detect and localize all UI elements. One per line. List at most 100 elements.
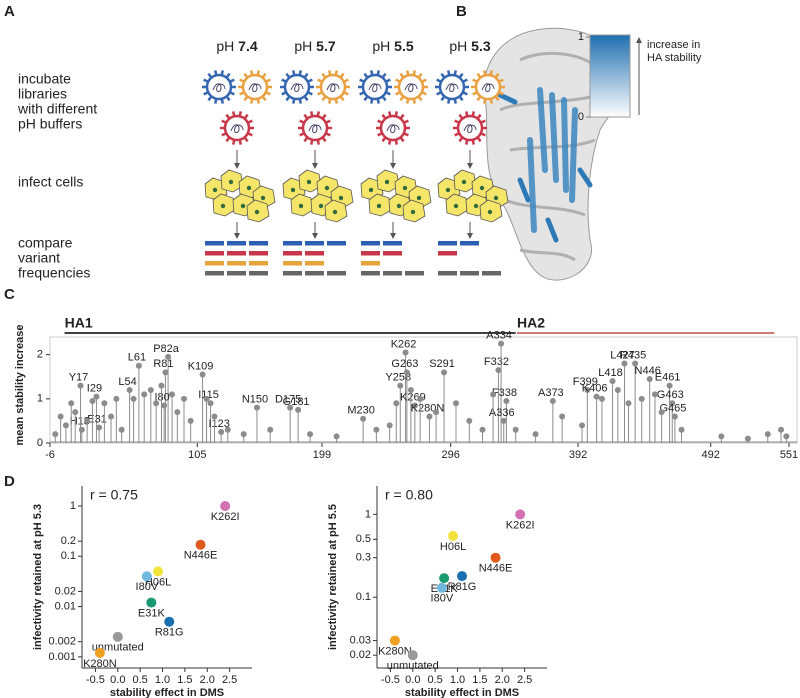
x-tick-label: -6	[45, 449, 55, 461]
y-tick-label: 0.03	[350, 634, 371, 646]
point	[62, 422, 69, 429]
cell-nucleus	[479, 185, 485, 191]
point	[130, 395, 137, 402]
cell-nucleus	[487, 209, 493, 215]
x-tick-label: 2.0	[495, 674, 510, 686]
point	[89, 398, 96, 405]
y-tick-label: 0.3	[356, 552, 371, 564]
point	[267, 426, 274, 433]
point-label: K280N	[411, 402, 445, 414]
point	[490, 552, 501, 563]
point	[433, 409, 440, 416]
point-label: L418	[598, 367, 622, 379]
frequency-bar	[327, 271, 346, 276]
point-label: L427	[610, 349, 634, 361]
point	[503, 398, 510, 405]
panel-label: D	[4, 473, 15, 490]
cell-nucleus	[332, 209, 338, 215]
point-label: L61	[128, 352, 146, 364]
virus-body	[379, 114, 407, 142]
virus-genome	[212, 83, 226, 93]
frequency-bar	[383, 251, 402, 256]
virus-genome	[386, 124, 400, 134]
frequency-bar	[205, 261, 224, 266]
point	[113, 395, 120, 402]
point	[598, 395, 605, 402]
point-label: I123	[208, 418, 229, 430]
frequency-bar	[283, 251, 302, 256]
point-label: unmutated	[387, 660, 439, 672]
cell-nucleus	[461, 179, 467, 185]
frequency-bar	[305, 261, 324, 266]
point-label: I80V	[136, 581, 159, 593]
point	[448, 530, 459, 541]
point	[651, 391, 658, 398]
frequency-bar	[227, 251, 246, 256]
frequency-bar	[249, 241, 268, 246]
point	[153, 566, 164, 577]
virus-genome	[445, 83, 459, 93]
frequency-bar	[205, 241, 224, 246]
point	[397, 382, 404, 389]
frequency-bar	[327, 241, 346, 246]
point	[678, 426, 685, 433]
plot-frame	[49, 336, 798, 444]
virus-icon	[435, 70, 469, 104]
cell-nucleus	[290, 187, 296, 193]
point	[778, 426, 785, 433]
frequency-bar	[405, 271, 424, 276]
x-tick-label: 199	[313, 449, 331, 461]
frequency-bar	[305, 241, 324, 246]
point	[94, 647, 105, 658]
virus-body	[361, 73, 389, 101]
cell-nucleus	[376, 203, 382, 209]
virus-body	[301, 114, 329, 142]
x-tick-label: 492	[702, 449, 720, 461]
point	[135, 362, 142, 369]
y-tick-label: 0	[37, 437, 43, 449]
cell-nucleus	[338, 195, 344, 201]
point-label: N446	[635, 365, 661, 377]
point	[141, 391, 148, 398]
virus-genome	[326, 83, 340, 93]
panel-label: C	[4, 286, 15, 303]
x-tick-label: 296	[441, 449, 459, 461]
panel-label: A	[4, 3, 15, 20]
point	[498, 340, 505, 347]
point	[108, 413, 115, 420]
point-label: E461	[655, 371, 681, 383]
point	[295, 406, 302, 413]
point	[744, 435, 751, 442]
virus-body	[283, 73, 311, 101]
colorbar-tick-label: 0	[578, 111, 584, 123]
y-tick-label: 0.1	[61, 550, 76, 562]
virus-icon	[202, 70, 236, 104]
ph-value: 5.7	[316, 38, 336, 54]
annotation: r = 0.75	[90, 487, 138, 503]
ph-prefix: pH	[372, 38, 390, 54]
point	[669, 400, 676, 407]
point	[426, 413, 433, 420]
point	[77, 382, 84, 389]
frequency-bar	[227, 261, 246, 266]
y-tick-label: 0.02	[55, 585, 76, 597]
point	[207, 400, 214, 407]
cell-nucleus	[453, 203, 459, 209]
point	[389, 635, 400, 646]
point	[466, 417, 473, 424]
point-label: N446E	[184, 550, 218, 562]
point-label: K109	[188, 360, 214, 372]
virus-body	[397, 73, 425, 101]
point	[393, 400, 400, 407]
x-tick-label: 2.0	[200, 674, 215, 686]
point-label: D175	[275, 394, 301, 406]
cell-nucleus	[368, 187, 374, 193]
cell-nucleus	[445, 187, 451, 193]
frequency-bar	[361, 271, 380, 276]
x-tick-label: 1.5	[177, 674, 192, 686]
domain-label: HA1	[65, 315, 93, 331]
ph-prefix: pH	[449, 38, 467, 54]
point-label: R81G	[448, 581, 477, 593]
point-label: Y17	[69, 371, 89, 383]
